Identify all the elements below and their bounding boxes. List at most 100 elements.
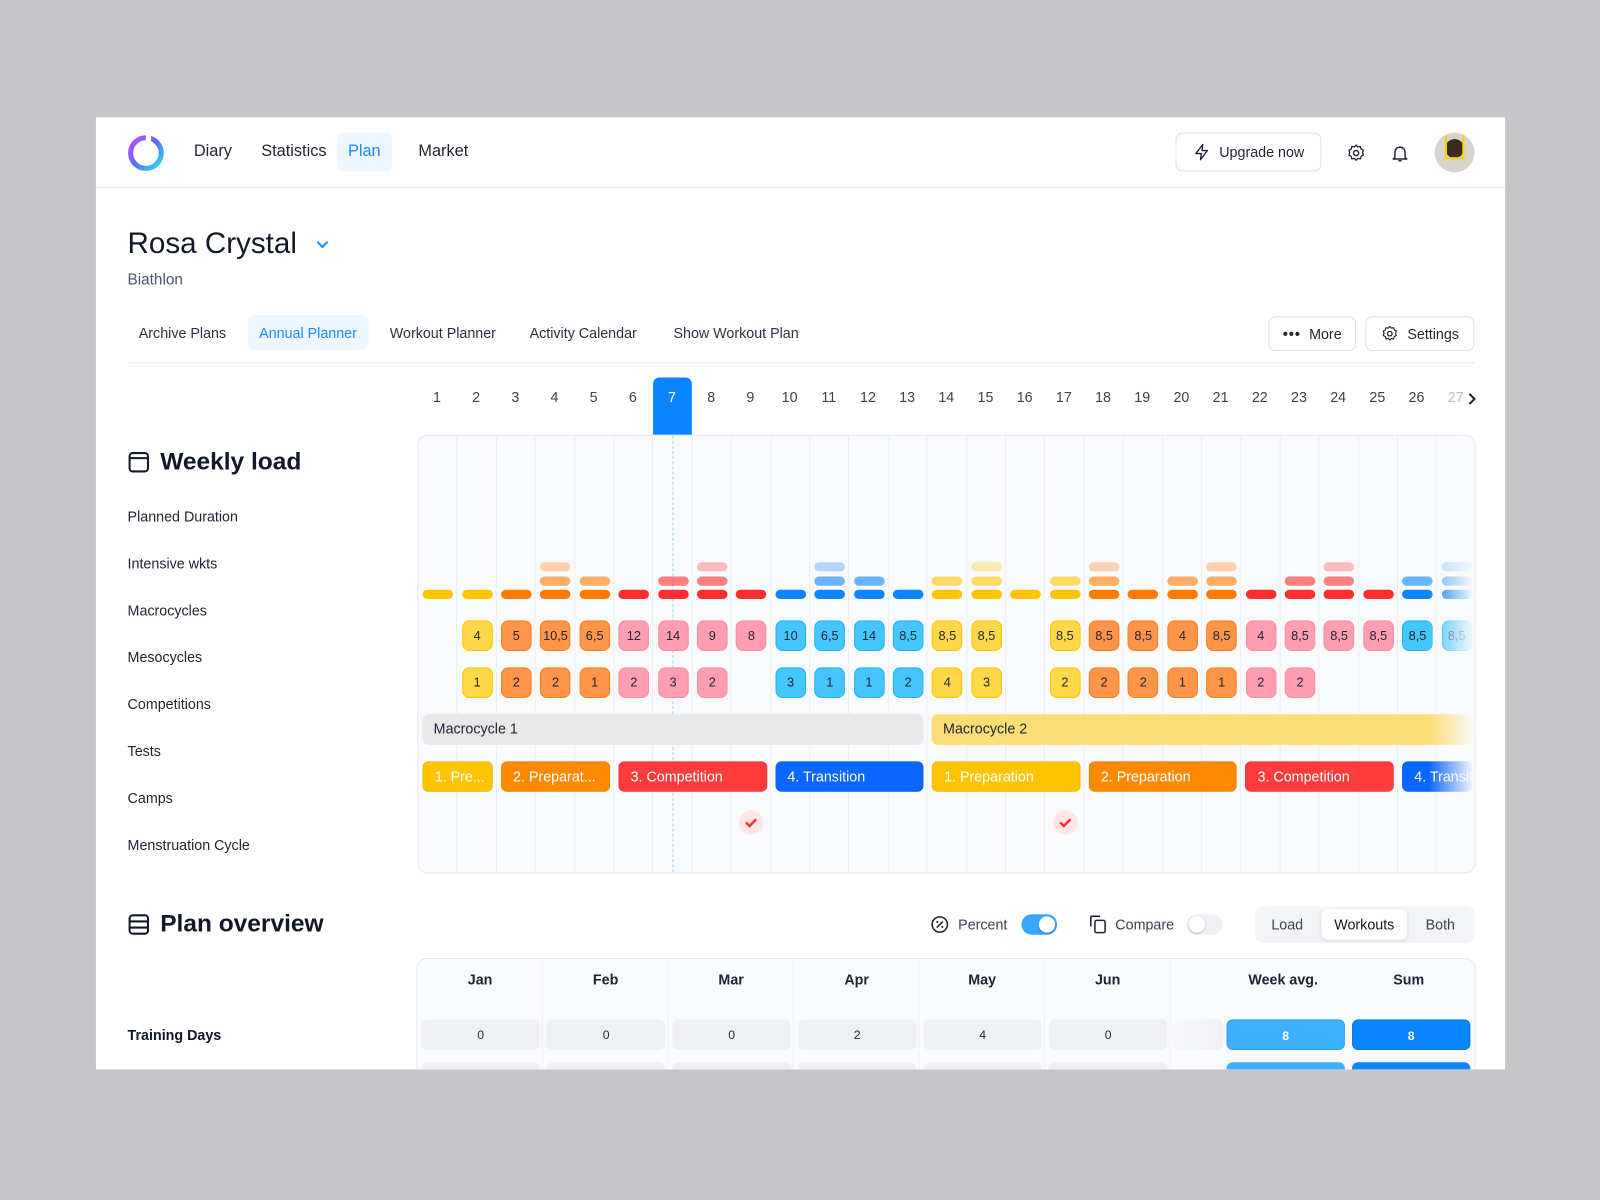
week-number-13[interactable]: 13: [899, 388, 916, 406]
competition-marker[interactable]: [739, 810, 764, 835]
intensive-wkts-cell[interactable]: 2: [501, 667, 532, 698]
week-number-4[interactable]: 4: [550, 388, 559, 406]
planned-duration-cell[interactable]: 8,5: [1049, 620, 1081, 652]
planned-duration-cell[interactable]: 9: [696, 620, 728, 652]
mesocycle-bar[interactable]: 3. Competition: [618, 761, 767, 792]
week-number-5[interactable]: 5: [589, 388, 598, 406]
week-number-19[interactable]: 19: [1134, 388, 1151, 406]
planned-duration-cell[interactable]: 6,5: [814, 620, 846, 652]
bell-icon[interactable]: [1390, 142, 1410, 164]
chevron-down-icon[interactable]: [315, 240, 329, 250]
week-number-11[interactable]: 11: [821, 388, 837, 406]
week-number-27[interactable]: 27: [1447, 388, 1464, 406]
mesocycle-bar[interactable]: 1. Pre...: [422, 761, 493, 792]
intensive-wkts-cell[interactable]: 2: [1245, 667, 1277, 698]
month-cell[interactable]: 0: [546, 1019, 666, 1050]
planned-duration-cell[interactable]: 8,5: [892, 620, 924, 652]
intensive-wkts-cell[interactable]: 4: [932, 667, 963, 698]
week-avg-cell[interactable]: 8: [1226, 1019, 1345, 1050]
planned-duration-cell[interactable]: 12: [618, 620, 650, 652]
intensive-wkts-cell[interactable]: 3: [657, 667, 689, 698]
week-number-22[interactable]: 22: [1251, 388, 1268, 406]
planned-duration-cell[interactable]: 5: [501, 620, 532, 652]
planned-duration-cell[interactable]: 4: [1245, 620, 1277, 652]
week-number-7[interactable]: 7: [668, 388, 677, 406]
planned-duration-cell[interactable]: 8,5: [971, 620, 1002, 652]
week-number-23[interactable]: 23: [1291, 388, 1307, 406]
month-cell[interactable]: 4: [923, 1019, 1042, 1050]
intensive-wkts-cell[interactable]: 2: [1127, 667, 1159, 698]
intensive-wkts-cell[interactable]: 2: [618, 667, 650, 698]
nav-diary[interactable]: Diary: [193, 142, 232, 161]
planned-duration-cell[interactable]: 10,5: [540, 620, 571, 652]
avatar[interactable]: [1434, 132, 1475, 173]
intensive-wkts-cell[interactable]: 2: [892, 667, 924, 698]
week-number-9[interactable]: 9: [746, 388, 755, 406]
month-cell[interactable]: 0: [672, 1019, 791, 1050]
mesocycle-bar[interactable]: 1. Preparation: [931, 761, 1081, 792]
chevron-right-icon[interactable]: [1467, 392, 1477, 406]
week-number-25[interactable]: 25: [1369, 388, 1386, 406]
planned-duration-cell[interactable]: 4: [1167, 620, 1198, 652]
intensive-wkts-cell[interactable]: 1: [1206, 667, 1237, 698]
mesocycle-bar[interactable]: 2. Preparation: [1088, 761, 1238, 792]
planned-duration-cell[interactable]: 4: [461, 620, 493, 652]
intensive-wkts-cell[interactable]: 2: [540, 667, 571, 698]
planned-duration-cell[interactable]: 14: [853, 620, 885, 652]
month-cell[interactable]: 2: [797, 1019, 917, 1050]
month-cell[interactable]: 0: [421, 1019, 540, 1050]
week-number-2[interactable]: 2: [472, 388, 481, 406]
intensive-wkts-cell[interactable]: 2: [1088, 667, 1120, 698]
intensive-wkts-cell[interactable]: 1: [461, 667, 493, 698]
intensive-wkts-cell[interactable]: 1: [1167, 667, 1198, 698]
macrocycle-bar[interactable]: Macrocycle 2: [931, 714, 1473, 745]
intensive-wkts-cell[interactable]: 1: [814, 667, 846, 698]
planned-duration-cell[interactable]: 10: [775, 620, 806, 652]
week-number-17[interactable]: 17: [1055, 388, 1072, 406]
week-number-21[interactable]: 21: [1212, 388, 1229, 406]
macrocycle-bar[interactable]: Macrocycle 1: [422, 714, 924, 745]
intensive-wkts-cell[interactable]: 3: [971, 667, 1002, 698]
week-number-26[interactable]: 26: [1408, 388, 1425, 406]
intensive-wkts-cell[interactable]: 2: [696, 667, 728, 698]
competition-marker[interactable]: [1052, 810, 1078, 835]
tab-archive-plans[interactable]: Archive Plans: [138, 324, 227, 341]
intensive-wkts-cell[interactable]: 1: [853, 667, 885, 698]
month-cell[interactable]: 0: [1048, 1019, 1168, 1050]
week-number-12[interactable]: 12: [859, 388, 876, 406]
planned-duration-cell[interactable]: 8,5: [932, 620, 963, 652]
app-logo[interactable]: [127, 134, 166, 173]
week-number-8[interactable]: 8: [707, 388, 716, 406]
intensive-wkts-cell[interactable]: 2: [1284, 667, 1316, 698]
week-number-10[interactable]: 10: [781, 388, 798, 406]
planned-duration-cell[interactable]: 8,5: [1206, 620, 1237, 652]
mesocycle-bar[interactable]: 2. Preparat...: [500, 761, 611, 792]
intensive-wkts-cell[interactable]: 2: [1049, 667, 1081, 698]
planned-duration-cell[interactable]: 6,5: [579, 620, 610, 652]
nav-market[interactable]: Market: [418, 142, 469, 161]
planned-duration-cell[interactable]: 8,5: [1284, 620, 1316, 652]
week-number-6[interactable]: 6: [628, 388, 637, 406]
upgrade-button[interactable]: Upgrade now: [1175, 132, 1322, 172]
mode-workouts[interactable]: Workouts: [1321, 909, 1408, 940]
week-number-20[interactable]: 20: [1173, 388, 1190, 406]
nav-plan[interactable]: Plan: [336, 132, 392, 172]
planned-duration-cell[interactable]: 14: [657, 620, 689, 652]
intensive-wkts-cell[interactable]: 1: [579, 667, 610, 698]
nav-statistics[interactable]: Statistics: [261, 142, 327, 161]
week-number-14[interactable]: 14: [938, 388, 955, 406]
percent-toggle[interactable]: [1021, 914, 1058, 935]
more-button[interactable]: ••• More: [1268, 316, 1357, 352]
tab-workout-planner[interactable]: Workout Planner: [389, 324, 496, 341]
planned-duration-cell[interactable]: 8,5: [1323, 620, 1355, 652]
week-number-15[interactable]: 15: [977, 388, 994, 406]
mesocycle-bar[interactable]: 3. Competition: [1245, 761, 1394, 792]
week-number-16[interactable]: 16: [1016, 388, 1033, 406]
mode-both[interactable]: Both: [1425, 916, 1456, 933]
week-number-3[interactable]: 3: [511, 388, 520, 406]
week-number-18[interactable]: 18: [1095, 388, 1112, 406]
planned-duration-cell[interactable]: 8,5: [1127, 620, 1159, 652]
tab-activity-calendar[interactable]: Activity Calendar: [529, 324, 637, 341]
settings-button[interactable]: Settings: [1365, 316, 1475, 352]
gear-icon[interactable]: [1346, 143, 1366, 163]
